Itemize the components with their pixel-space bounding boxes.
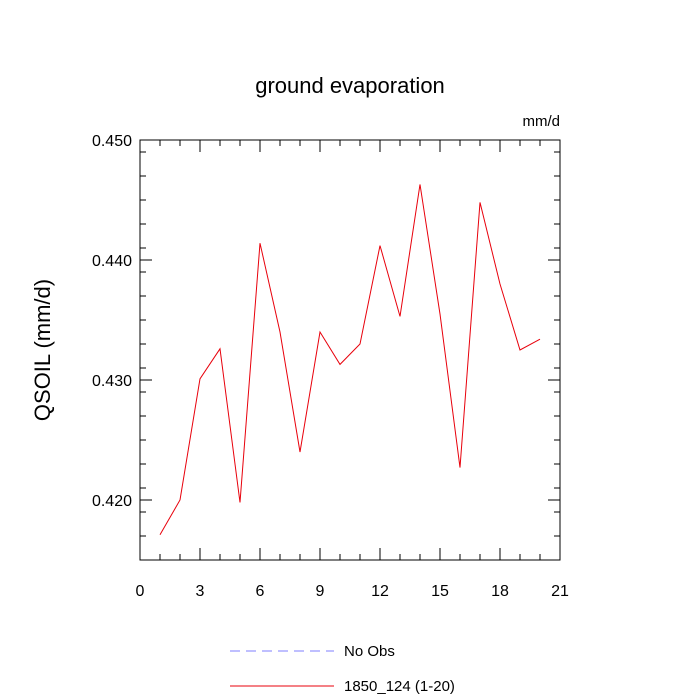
x-tick-label: 15 [431,583,449,600]
data-series [159,184,541,536]
axis-ticks [139,139,561,561]
x-tick-label: 6 [256,583,265,600]
axis-tick-labels: 0 3 6 9 12 15 18 21 0.420 0.430 0.440 0.450 [92,133,569,600]
series-line [159,184,541,536]
x-tick-label: 3 [196,583,205,600]
x-tick-label: 21 [551,583,569,600]
y-tick-label: 0.450 [92,133,132,150]
legend-label: 1850_124 (1-20) [344,678,455,695]
plot-frame [139,139,561,561]
y-axis-label: QSOIL (mm/d) [30,279,55,421]
y-tick-label: 0.440 [92,253,132,270]
y-tick-label: 0.420 [92,493,132,510]
units-label: mm/d [523,113,561,130]
legend-label: No Obs [344,643,395,660]
y-tick-label: 0.430 [92,373,132,390]
chart-title: ground evaporation [255,73,445,98]
x-tick-label: 18 [491,583,509,600]
legend: No Obs 1850_124 (1-20) [230,643,455,695]
x-tick-label: 0 [136,583,145,600]
x-tick-label: 9 [316,583,325,600]
x-tick-label: 12 [371,583,389,600]
